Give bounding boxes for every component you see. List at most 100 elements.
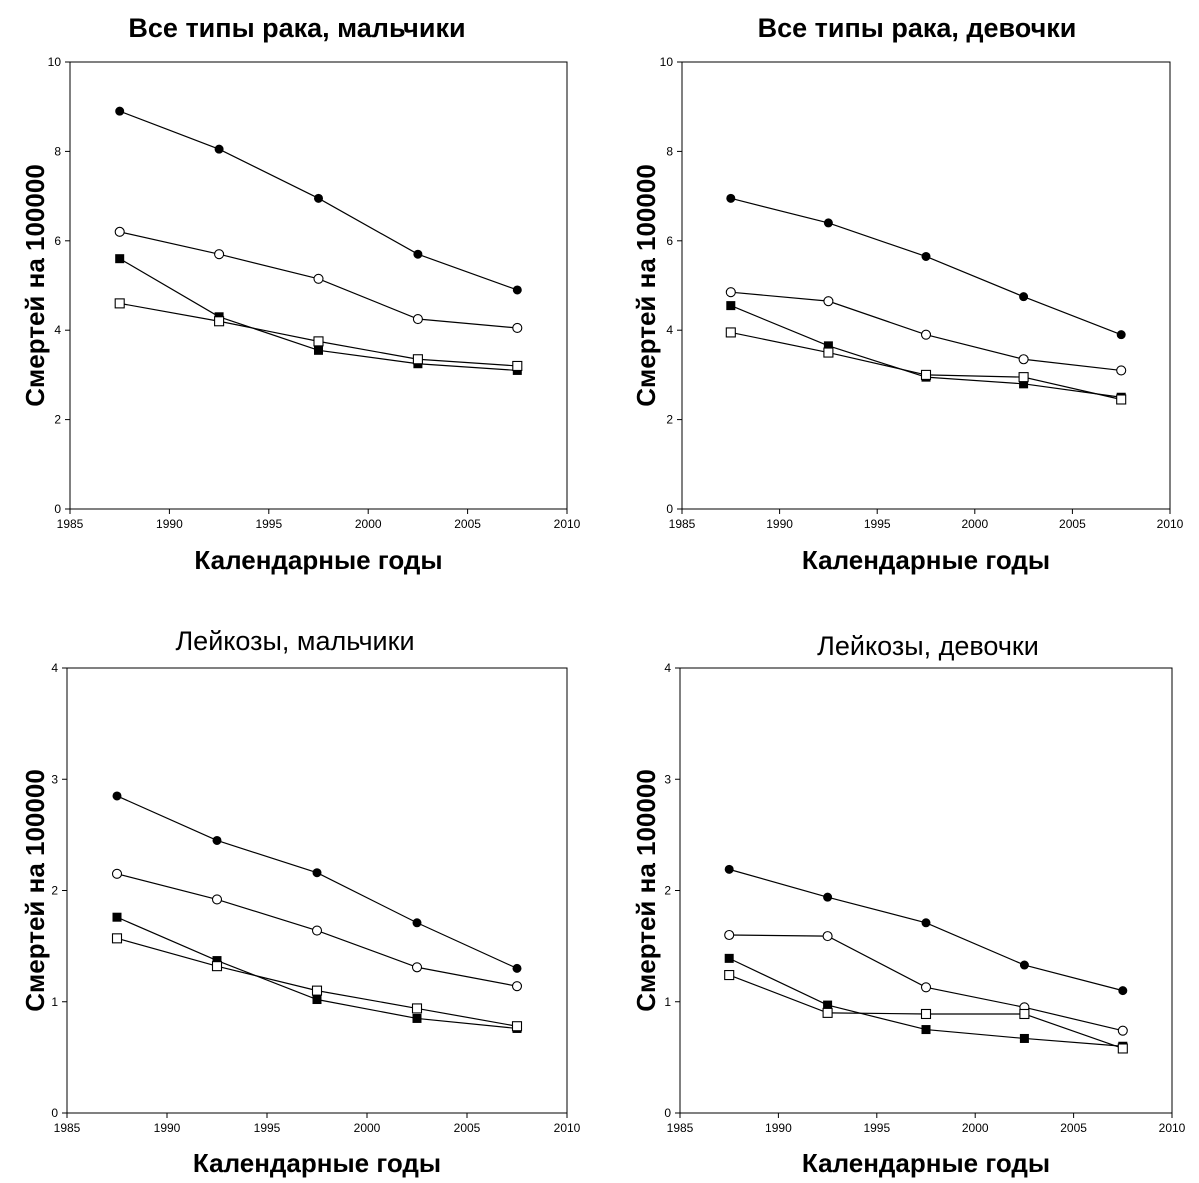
y-tick-label: 3 (51, 772, 58, 786)
x-tick-label: 1995 (863, 1121, 890, 1135)
data-point-open-circle (411, 962, 423, 973)
y-tick-label: 0 (51, 1106, 58, 1120)
chart-panel-4: Лейкозы, девочки 1985 1990 1995 2000 2005 2010… (631, 631, 1186, 1178)
data-point-open-square (313, 336, 324, 347)
chart-title: Все типы рака, мальчики (128, 13, 465, 43)
series-line-filled-circle (730, 197, 1122, 336)
y-tick-label: 4 (664, 661, 671, 675)
x-axis-label: Календарные годы (193, 1148, 441, 1178)
x-tick-label: 2005 (454, 1121, 481, 1135)
data-point-filled-square (115, 254, 125, 264)
data-point-open-circle (412, 313, 423, 325)
data-point-open-square (211, 961, 223, 972)
y-axis-label: Смертей на 100000 (631, 769, 661, 1012)
y-tick-label: 0 (666, 502, 673, 516)
y-tick-label: 8 (666, 144, 673, 158)
x-tick-label: 2005 (1059, 517, 1086, 531)
data-point-open-square (511, 1021, 523, 1032)
y-tick-label: 8 (54, 144, 61, 158)
data-point-open-circle (920, 329, 932, 340)
data-point-open-square (111, 933, 123, 944)
data-point-open-square (114, 298, 125, 309)
data-point-open-circle (313, 273, 324, 284)
y-tick-label: 2 (666, 413, 673, 427)
data-point-filled-circle (112, 791, 122, 801)
data-point-filled-circle (823, 218, 833, 228)
x-tick-label: 2000 (961, 517, 988, 531)
y-tick-label: 3 (664, 772, 671, 786)
x-tick-label: 1995 (864, 517, 891, 531)
chart-title: Все типы рака, девочки (758, 13, 1077, 43)
y-tick-label: 6 (54, 234, 61, 248)
y-tick-label: 0 (54, 502, 61, 516)
plot-frame (681, 61, 1171, 510)
data-point-filled-circle (512, 963, 522, 973)
data-point-filled-square (724, 953, 734, 963)
data-point-open-circle (822, 931, 833, 942)
y-tick-label: 6 (666, 234, 673, 248)
y-tick-label: 1 (51, 995, 58, 1009)
data-point-open-circle (511, 981, 523, 992)
x-axis-label: Календарные годы (194, 545, 442, 575)
data-point-open-circle (211, 894, 223, 905)
data-point-open-circle (724, 929, 735, 941)
plot-frame (66, 667, 568, 1114)
data-point-filled-square (112, 912, 122, 922)
data-point-open-circle (114, 226, 125, 237)
y-tick-label: 2 (664, 884, 671, 898)
x-tick-label: 2010 (1157, 517, 1184, 531)
data-point-open-circle (920, 982, 932, 993)
data-point-filled-circle (412, 918, 422, 928)
data-point-filled-square (921, 1025, 931, 1035)
y-tick-label: 4 (666, 323, 673, 337)
x-tick-label: 2000 (354, 1121, 381, 1135)
data-point-filled-square (726, 301, 736, 311)
plot-frame (69, 61, 568, 510)
series-line-filled-circle (116, 795, 518, 969)
x-tick-label: 1990 (765, 1121, 792, 1135)
data-point-filled-circle (1118, 986, 1128, 996)
data-point-open-circle (111, 868, 123, 879)
data-point-filled-circle (921, 251, 931, 261)
chart-panel-1: Все типы рака, мальчики 1985 1990 1995 2000 2… (20, 13, 581, 575)
x-tick-label: 1990 (766, 517, 793, 531)
x-tick-label: 2010 (1159, 1121, 1186, 1135)
y-tick-label: 2 (51, 884, 58, 898)
data-point-open-circle (1117, 1025, 1128, 1036)
x-axis-label: Календарные годы (802, 1148, 1050, 1178)
x-tick-label: 1985 (57, 517, 84, 531)
data-point-open-circle (1018, 354, 1029, 365)
y-axis-label: Смертей на 100000 (20, 769, 50, 1012)
data-point-filled-circle (312, 868, 322, 878)
x-tick-label: 2005 (1060, 1121, 1087, 1135)
y-tick-label: 4 (51, 661, 58, 675)
y-tick-label: 2 (54, 413, 61, 427)
series-line-filled-circle (729, 868, 1123, 992)
y-tick-label: 0 (664, 1106, 671, 1120)
data-point-filled-square (1019, 1033, 1029, 1043)
x-tick-label: 2010 (554, 1121, 581, 1135)
x-axis-label: Календарные годы (802, 545, 1050, 575)
data-point-filled-square (312, 995, 322, 1005)
data-point-open-square (1019, 1008, 1030, 1020)
chart-title: Лейкозы, мальчики (175, 626, 414, 656)
data-point-filled-circle (1019, 960, 1029, 970)
data-point-open-circle (311, 925, 323, 936)
y-tick-label: 10 (660, 55, 674, 69)
data-point-open-square (311, 985, 323, 996)
x-tick-label: 1985 (54, 1121, 81, 1135)
data-point-open-square (1116, 394, 1127, 405)
data-point-filled-circle (1116, 330, 1126, 340)
data-point-open-circle (214, 249, 225, 260)
x-tick-label: 2000 (355, 517, 382, 531)
data-point-filled-circle (726, 193, 736, 203)
data-point-open-square (920, 369, 932, 380)
series-line-filled-square (730, 305, 1122, 398)
data-point-filled-circle (724, 864, 734, 874)
data-point-open-circle (1116, 365, 1127, 376)
x-tick-label: 1995 (255, 517, 282, 531)
data-point-filled-circle (115, 106, 125, 116)
data-point-filled-circle (314, 193, 323, 203)
